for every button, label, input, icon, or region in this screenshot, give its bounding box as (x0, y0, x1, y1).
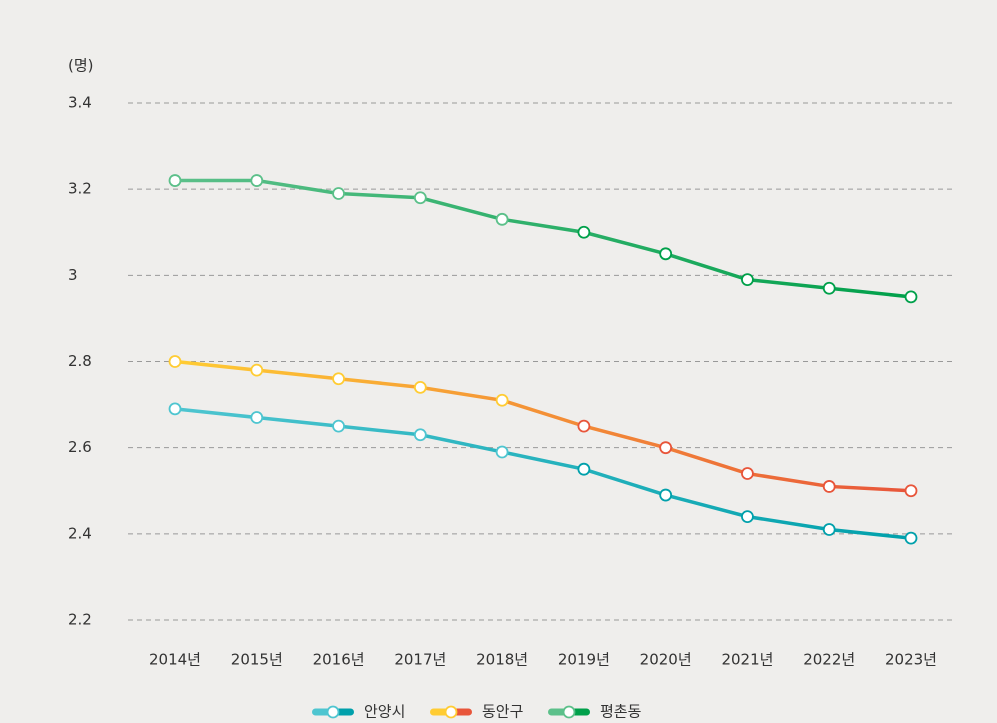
x-tick-label: 2014년 (149, 651, 201, 669)
point (332, 419, 345, 433)
legend-label: 안양시 (364, 703, 405, 721)
legend-marker (562, 705, 576, 719)
y-tick-label: 3.2 (68, 180, 92, 198)
y-tick-label: 3 (68, 266, 78, 284)
point (659, 441, 673, 455)
point (741, 273, 754, 287)
legend-label: 동안구 (482, 703, 523, 721)
point (822, 523, 836, 536)
x-tick-label: 2016년 (313, 651, 365, 669)
point (495, 393, 509, 407)
series-line (174, 407, 912, 540)
y-tick-label: 2.8 (68, 352, 92, 370)
legend-label: 평촌동 (600, 703, 642, 721)
series-line (174, 359, 912, 493)
point (659, 247, 673, 261)
point (332, 187, 345, 200)
y-tick-label: 3.4 (68, 94, 92, 112)
point (413, 191, 427, 205)
point (250, 363, 264, 377)
point (659, 488, 673, 502)
series-line (175, 178, 912, 299)
y-tick-label: 2.4 (68, 524, 92, 542)
point (168, 174, 182, 187)
point (168, 402, 182, 416)
x-tick-label: 2022년 (803, 651, 855, 669)
x-tick-label: 2021년 (721, 651, 773, 669)
point (332, 372, 345, 386)
point (577, 419, 591, 433)
point (904, 290, 918, 304)
point (413, 428, 427, 442)
x-tick-label: 2017년 (394, 651, 446, 669)
point (413, 380, 427, 394)
x-tick-label: 2019년 (558, 651, 610, 669)
point (822, 480, 836, 493)
y-tick-label: 2.2 (68, 611, 92, 629)
y-tick-label: 2.6 (68, 438, 92, 456)
point (904, 531, 918, 545)
x-tick-label: 2018년 (476, 651, 528, 669)
point (904, 484, 918, 498)
point (250, 411, 264, 424)
point (741, 467, 754, 480)
point (250, 174, 264, 187)
point (577, 225, 591, 239)
x-tick-label: 2023년 (885, 651, 937, 669)
point (495, 212, 509, 226)
point (741, 510, 754, 523)
legend-marker (326, 705, 340, 719)
point (495, 445, 509, 459)
point (168, 355, 182, 368)
point (822, 281, 836, 295)
y-axis-label: (명) (68, 57, 94, 75)
x-tick-label: 2015년 (231, 651, 283, 669)
x-tick-label: 2020년 (640, 651, 692, 669)
legend-marker (444, 705, 458, 719)
point (577, 462, 591, 476)
